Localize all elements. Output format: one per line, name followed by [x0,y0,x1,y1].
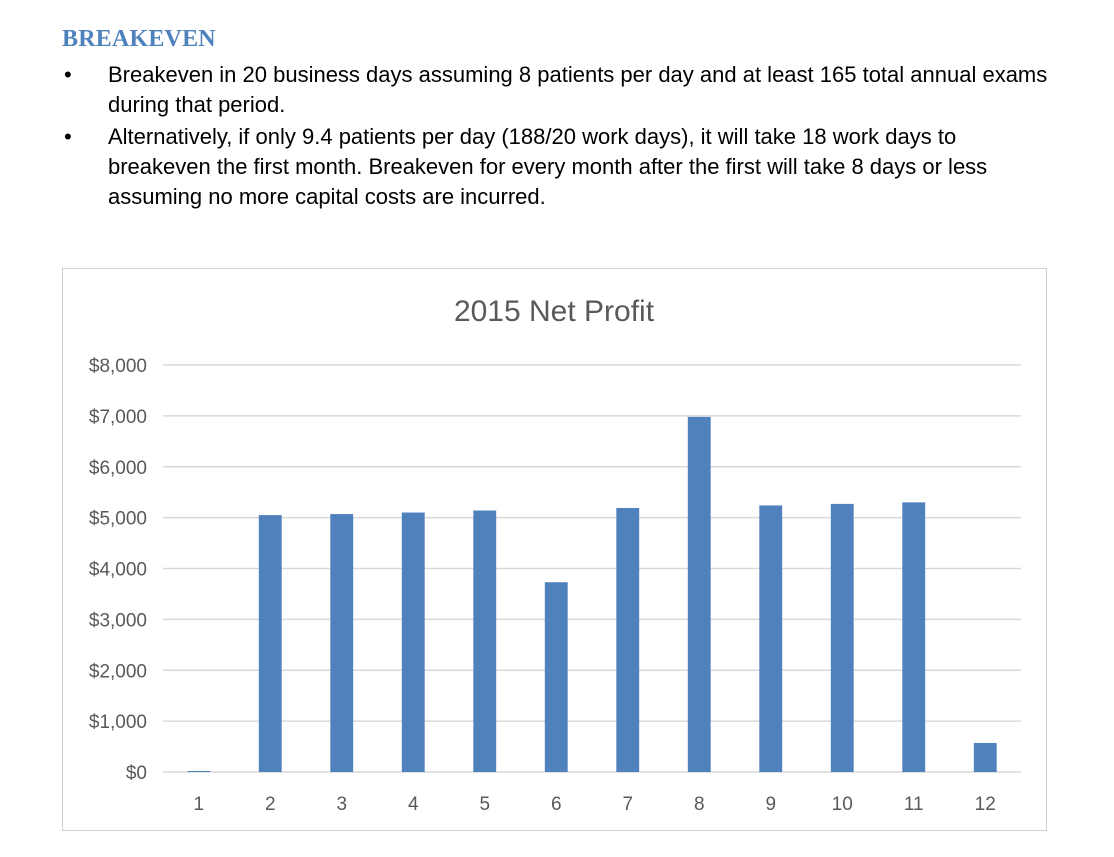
bar-month-6 [544,582,568,772]
x-tick-label: 6 [551,794,562,815]
bar-month-12 [973,743,997,772]
bullet-list: • Breakeven in 20 business days assuming… [62,60,1062,214]
x-tick-label: 1 [193,794,204,815]
bar-month-2 [258,515,282,772]
x-tick-label: 12 [975,794,996,815]
y-tick-label: $0 [126,763,147,784]
bullet-text-1: Breakeven in 20 business days assuming 8… [108,62,1048,117]
bar-month-3 [330,514,354,772]
x-tick-label: 3 [336,794,347,815]
net-profit-chart: 2015 Net Profit $0 $1,000 $2,000 $3,000 $4,0… [89,295,1021,815]
x-tick-label: 5 [479,794,490,815]
x-tick-label: 2 [265,794,276,815]
bar-month-9 [759,505,783,772]
section-heading: BREAKEVEN [62,26,216,52]
x-axis-labels: 1 2 3 4 5 6 7 8 9 10 11 12 [193,794,995,815]
bar-month-1 [187,770,211,772]
gridlines [163,364,1021,773]
y-tick-label: $6,000 [89,458,147,479]
x-tick-label: 7 [622,794,633,815]
y-tick-label: $2,000 [89,661,147,682]
x-tick-label: 8 [694,794,705,815]
y-tick-label: $5,000 [89,509,147,530]
bullet-text-2: Alternatively, if only 9.4 patients per … [108,124,988,209]
x-tick-label: 11 [904,794,924,815]
x-tick-label: 10 [832,794,853,815]
y-tick-label: $4,000 [89,560,147,581]
x-tick-label: 4 [408,794,419,815]
bar-month-10 [830,503,854,772]
y-tick-label: $7,000 [89,407,147,428]
y-tick-label: $3,000 [89,610,147,631]
bullet-item-1: • Breakeven in 20 business days assuming… [62,60,1062,120]
bullet-item-2: • Alternatively, if only 9.4 patients pe… [62,122,1062,212]
chart-frame: 2015 Net Profit $0 $1,000 $2,000 $3,000 $4,0… [62,268,1047,831]
y-axis-labels: $0 $1,000 $2,000 $3,000 $4,000 $5,000 $6,000 $7… [89,356,147,784]
bars [187,416,997,772]
y-tick-label: $8,000 [89,356,147,377]
bullet-dot: • [64,124,72,149]
bar-month-11 [902,502,926,772]
x-tick-label: 9 [765,794,776,815]
bar-month-7 [616,507,640,772]
bar-month-8 [687,416,711,772]
y-tick-label: $1,000 [89,712,147,733]
bar-month-5 [473,510,497,772]
chart-title: 2015 Net Profit [454,295,655,328]
bullet-dot: • [64,62,72,87]
bar-month-4 [401,512,425,772]
